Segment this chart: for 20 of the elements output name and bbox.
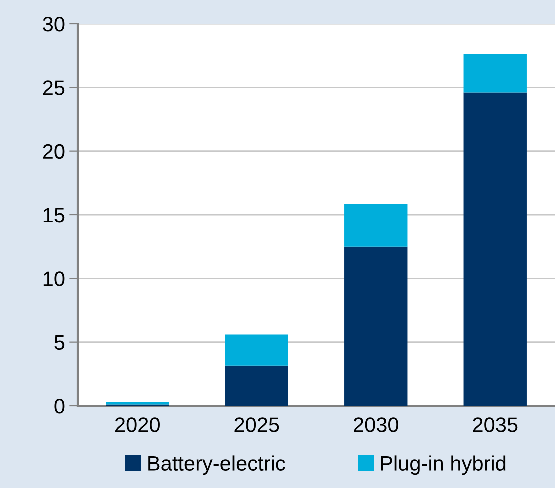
y-tick-label: 0: [54, 399, 65, 414]
bar: [344, 246, 408, 406]
bar: [344, 204, 408, 247]
y-tick-label: 30: [43, 17, 65, 32]
y-tick-label: 5: [54, 336, 65, 350]
x-tick-label: 2020: [116, 418, 160, 432]
y-tick-label: 15: [44, 208, 65, 223]
legend-label: Battery-electric: [148, 456, 286, 476]
legend-label: Plug-in hybrid: [381, 456, 506, 476]
y-tick-label: 10: [44, 272, 65, 286]
y-tick-label: 25: [43, 80, 65, 96]
bar: [225, 334, 288, 366]
bar: [464, 54, 527, 93]
bar: [106, 402, 170, 405]
bar: [464, 92, 527, 406]
x-tick-label: 2035: [473, 418, 518, 432]
bar: [225, 366, 288, 406]
y-tick-label: 20: [43, 144, 65, 160]
x-tick-label: 2030: [354, 418, 398, 432]
x-tick-label: 2025: [234, 418, 280, 432]
